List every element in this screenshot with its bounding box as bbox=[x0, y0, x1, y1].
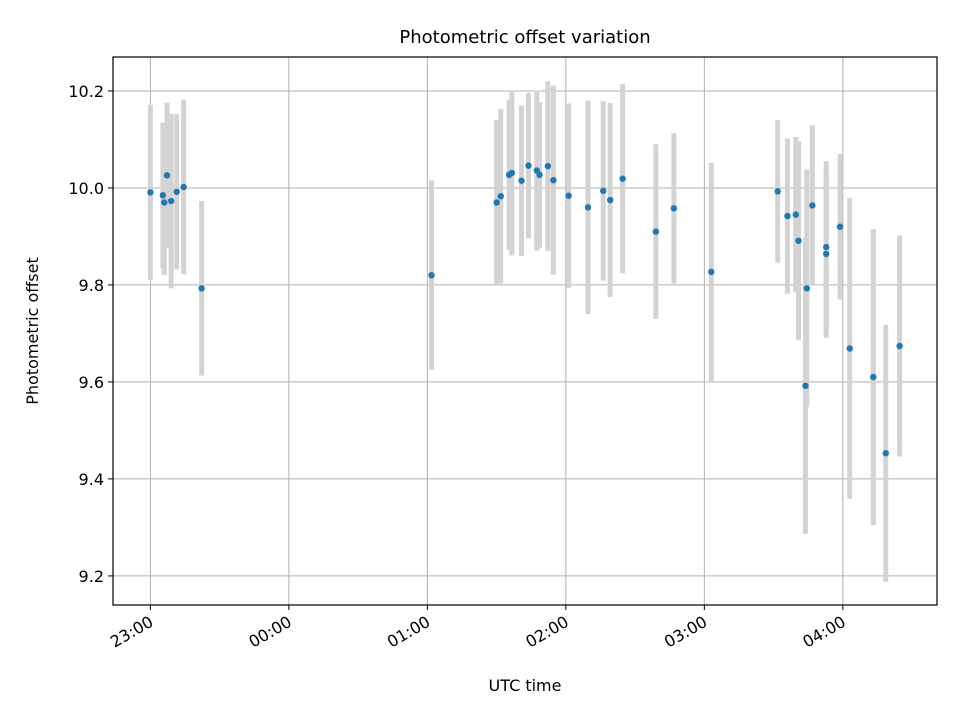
y-axis-label: Photometric offset bbox=[23, 257, 42, 405]
y-tick-label: 10.0 bbox=[68, 179, 104, 198]
data-point bbox=[846, 345, 853, 352]
data-point bbox=[508, 169, 516, 177]
data-point bbox=[836, 223, 844, 230]
data-point bbox=[652, 228, 660, 235]
data-point bbox=[198, 285, 205, 292]
data-point bbox=[792, 211, 799, 218]
data-point bbox=[795, 237, 802, 244]
data-point bbox=[882, 450, 889, 457]
y-tick-label: 9.4 bbox=[79, 470, 104, 489]
y-tick-label: 9.2 bbox=[79, 567, 104, 586]
data-points bbox=[147, 162, 903, 457]
data-point bbox=[896, 342, 903, 350]
x-axis-label: UTC time bbox=[489, 676, 562, 695]
data-point bbox=[784, 212, 791, 220]
chart-title: Photometric offset variation bbox=[399, 27, 650, 48]
data-point bbox=[774, 188, 781, 195]
data-point bbox=[809, 202, 816, 209]
data-point bbox=[173, 188, 180, 196]
data-point bbox=[803, 285, 811, 292]
data-point bbox=[163, 172, 171, 179]
data-point bbox=[619, 175, 626, 182]
data-point bbox=[525, 162, 532, 169]
data-point bbox=[493, 199, 500, 206]
data-point bbox=[870, 373, 877, 381]
plot-frame bbox=[112, 56, 938, 606]
data-point bbox=[544, 162, 552, 170]
data-point bbox=[497, 192, 504, 200]
data-point bbox=[606, 196, 614, 204]
data-point bbox=[518, 177, 525, 184]
data-point bbox=[536, 171, 543, 179]
data-point bbox=[428, 272, 435, 279]
data-point bbox=[802, 382, 809, 389]
data-point bbox=[584, 204, 592, 211]
data-point bbox=[600, 187, 607, 195]
y-axis-ticks: 9.2 9.4 9.6 9.8 10.0 10.2 bbox=[68, 82, 113, 586]
y-tick-label: 10.2 bbox=[68, 82, 104, 101]
data-point bbox=[180, 183, 187, 191]
data-point bbox=[161, 199, 168, 206]
data-point bbox=[159, 192, 167, 199]
data-point bbox=[167, 197, 175, 205]
data-point bbox=[823, 250, 830, 258]
y-tick-label: 9.8 bbox=[79, 276, 104, 295]
data-point bbox=[708, 268, 715, 276]
data-point bbox=[823, 243, 830, 251]
data-point bbox=[565, 192, 572, 199]
data-point bbox=[147, 189, 154, 196]
data-point bbox=[670, 205, 678, 212]
data-point bbox=[550, 176, 557, 184]
y-tick-label: 9.6 bbox=[79, 373, 104, 392]
